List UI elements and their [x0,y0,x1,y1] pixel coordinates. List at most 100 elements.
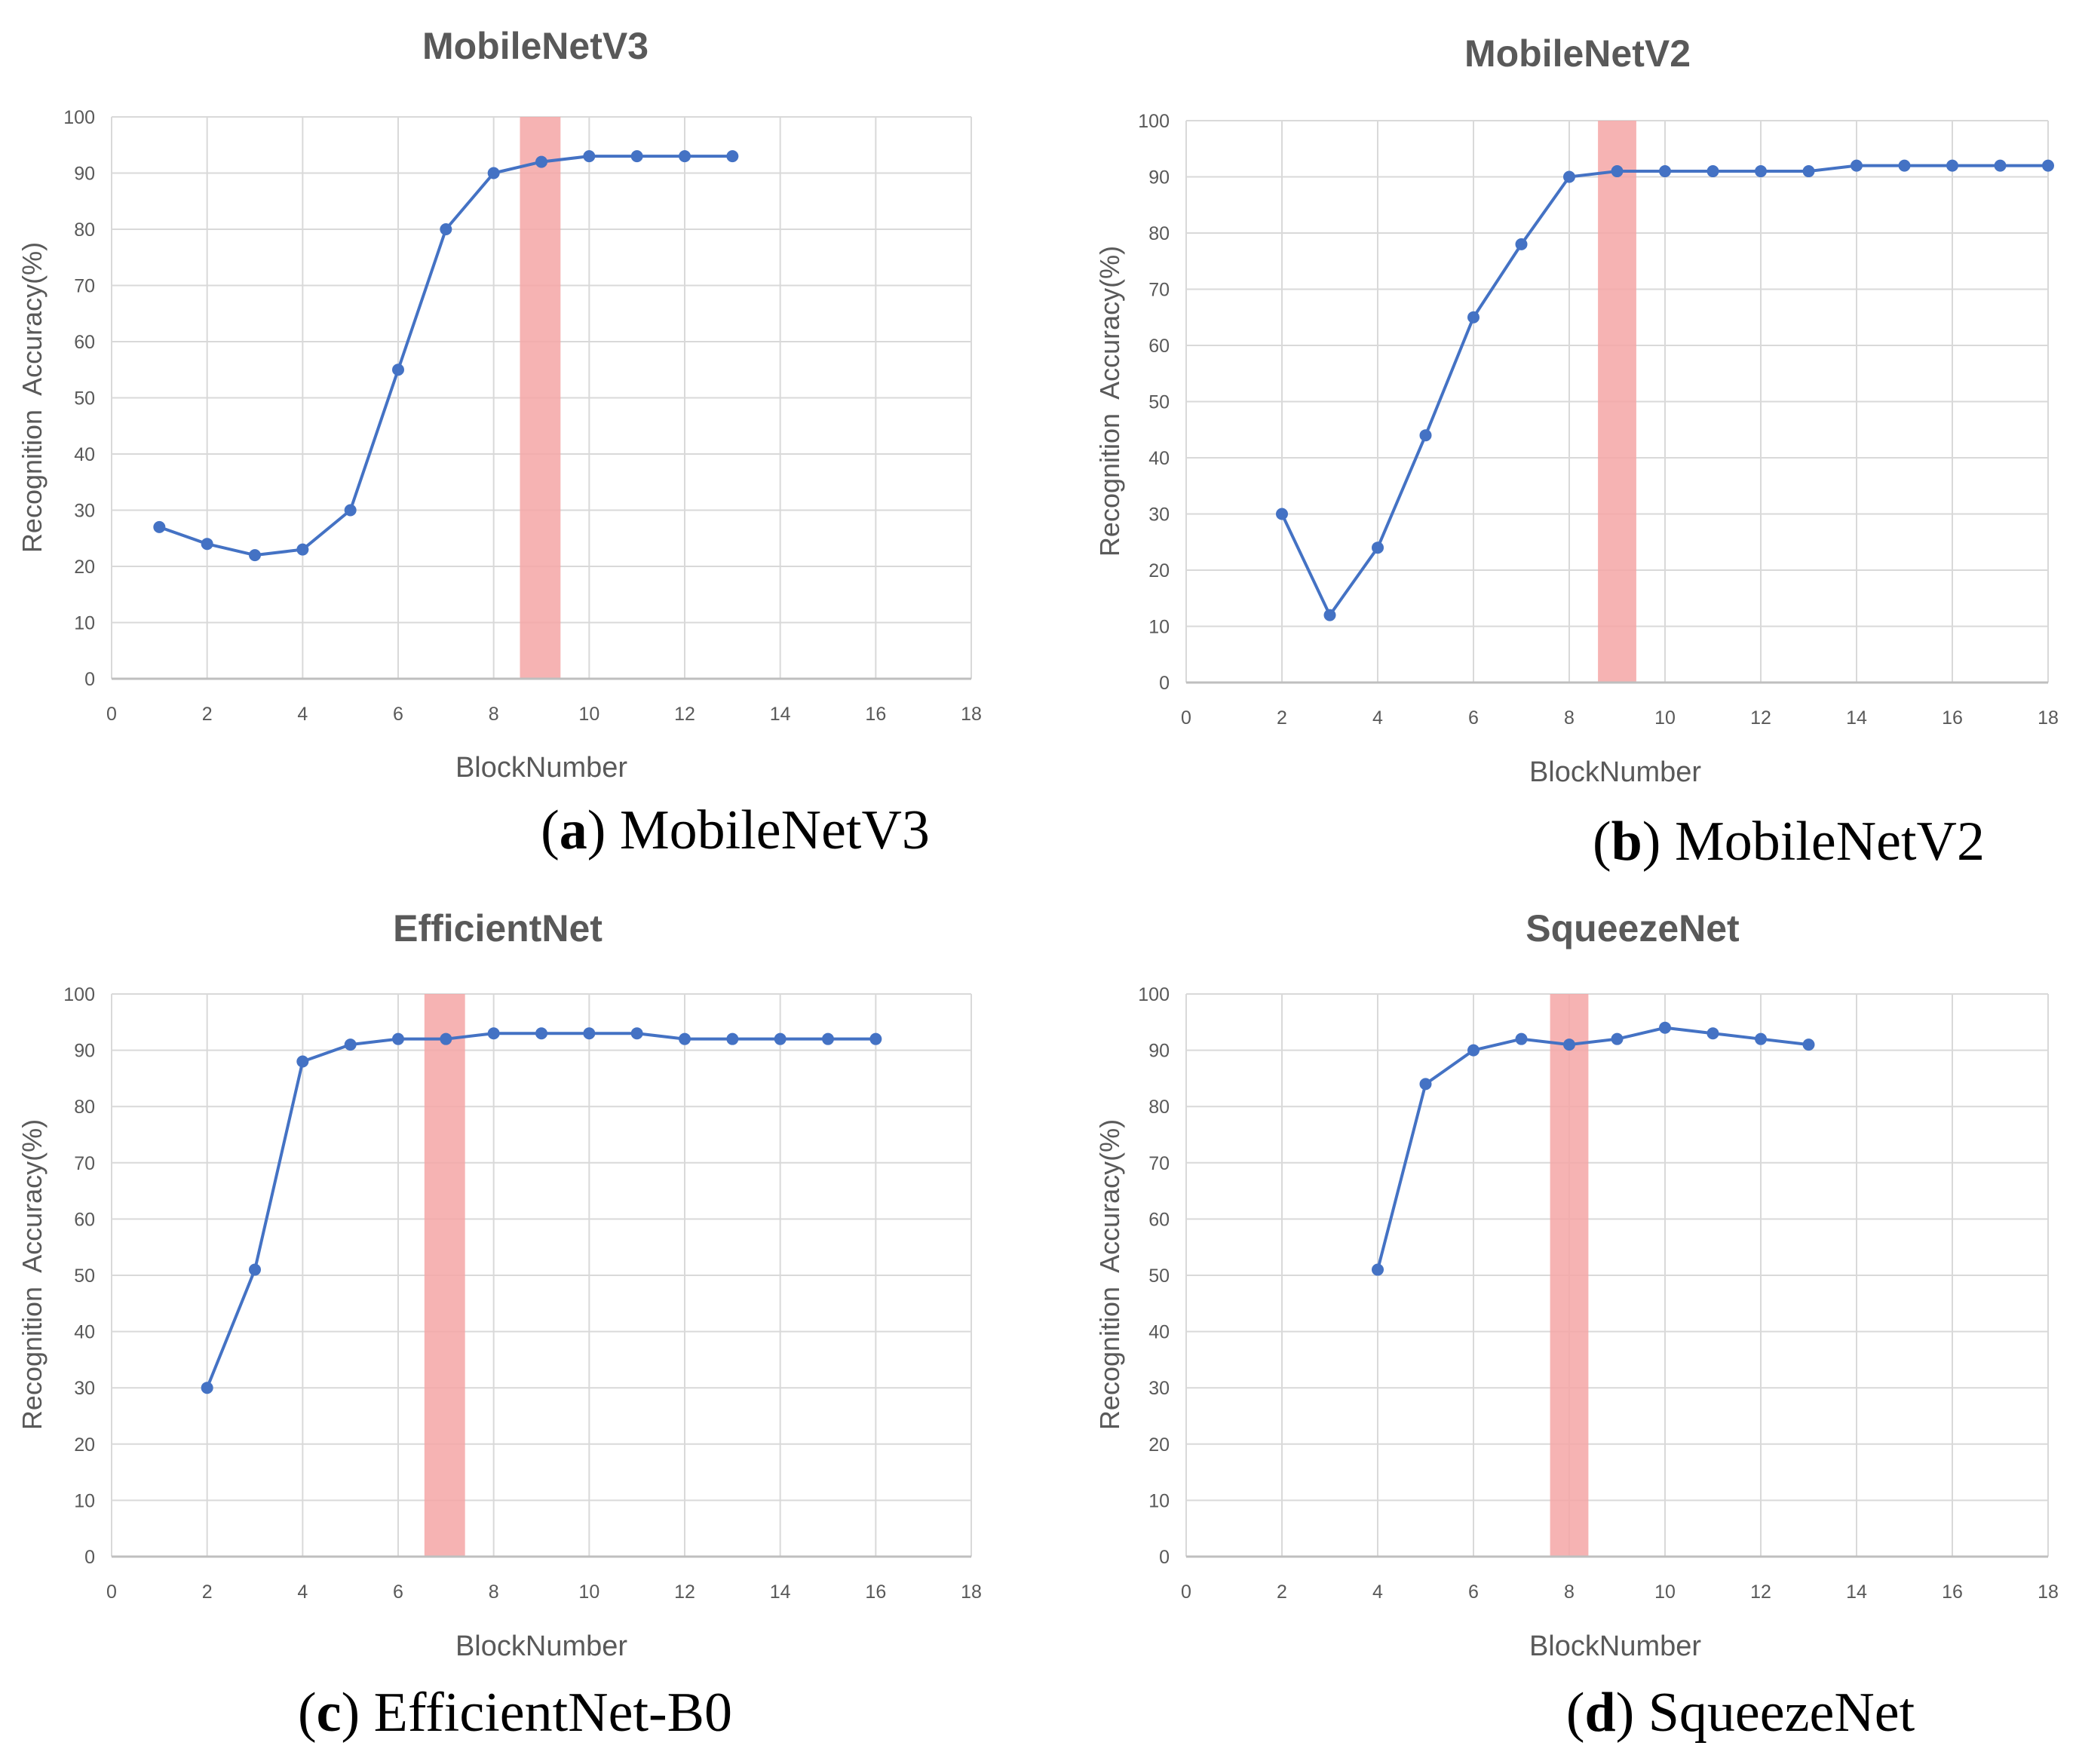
data-point [296,543,309,556]
y-tick-label: 20 [1148,1434,1170,1456]
y-tick-label: 90 [1148,167,1170,189]
data-point [440,223,452,235]
y-tick-label: 30 [74,1378,95,1399]
y-axis-label: Recognition Accuracy(%) [1094,1119,1125,1430]
data-point [535,155,547,168]
x-axis-label: BlockNumber [1529,1631,1701,1662]
x-tick-label: 10 [1654,1581,1676,1603]
y-tick-label: 100 [1138,111,1170,132]
data-point [1706,165,1719,178]
data-point [726,150,739,163]
data-point [1372,1263,1384,1276]
data-point [1419,429,1432,442]
data-point [1755,1032,1767,1045]
y-tick-label: 0 [84,669,95,690]
y-tick-label: 10 [74,613,95,634]
y-tick-label: 50 [74,388,95,410]
x-tick-label: 4 [297,704,308,725]
y-tick-label: 90 [74,164,95,185]
y-tick-label: 100 [63,107,95,128]
data-point [1276,508,1288,520]
data-point [1515,1032,1528,1045]
y-tick-label: 10 [1148,617,1170,638]
x-tick-label: 16 [1942,1581,1963,1603]
x-tick-label: 16 [865,1581,886,1603]
caption-open-paren: ( [298,1682,317,1744]
x-tick-label: 2 [1277,707,1287,729]
data-point [630,150,643,163]
y-tick-label: 90 [74,1041,95,1062]
x-tick-label: 0 [1181,1581,1191,1603]
caption-open-paren: ( [1593,811,1611,873]
x-tick-label: 8 [1564,707,1575,729]
y-tick-label: 50 [1148,392,1170,413]
data-point [201,1382,213,1394]
caption-close-paren: ) [1616,1682,1648,1744]
x-tick-label: 8 [1564,1581,1575,1603]
data-point [583,1027,596,1040]
data-point [1611,165,1624,178]
y-tick-label: 60 [1148,1209,1170,1230]
data-point [487,167,500,179]
x-tick-label: 14 [770,704,791,725]
y-tick-label: 70 [1148,280,1170,301]
x-tick-label: 4 [1372,707,1383,729]
x-tick-label: 6 [393,704,403,725]
x-tick-label: 18 [2038,1581,2059,1603]
data-point [1563,170,1575,183]
data-point [249,549,261,562]
caption-letter: a [560,799,587,861]
x-tick-label: 6 [393,1581,403,1603]
y-tick-label: 0 [1159,673,1170,694]
x-tick-label: 6 [1468,1581,1479,1603]
y-axis-label: Recognition Accuracy(%) [17,242,48,553]
caption: (b) MobileNetV2 [1593,811,1985,873]
chart-title: MobileNetV2 [1464,32,1691,75]
x-tick-label: 10 [578,704,599,725]
data-point [869,1032,882,1045]
caption-close-paren: ) [587,799,620,861]
x-tick-label: 4 [1372,1581,1383,1603]
chart-d: 0 10 20 30 40 50 60 70 80 90 100 0 2 4 6 8 10 12 14 16 18 Squ… [1094,907,2059,1744]
x-tick-label: 12 [1750,707,1771,729]
data-point [1659,165,1671,178]
data-point [201,538,213,551]
x-tick-label: 2 [202,704,213,725]
y-tick-label: 10 [1148,1490,1170,1511]
highlight-band [1550,994,1589,1557]
y-tick-label: 80 [1148,223,1170,244]
y-tick-label: 60 [1148,336,1170,357]
x-tick-label: 6 [1468,707,1479,729]
data-point [583,150,596,163]
x-tick-label: 2 [1277,1581,1287,1603]
x-tick-label: 0 [106,704,117,725]
caption-text: MobileNetV3 [620,799,930,861]
y-tick-label: 80 [74,219,95,241]
data-point [679,150,691,163]
y-axis-label: Recognition Accuracy(%) [1094,246,1125,557]
y-tick-label: 10 [74,1490,95,1511]
data-point [726,1032,739,1045]
caption-close-paren: ) [341,1682,373,1744]
y-tick-label: 80 [74,1097,95,1118]
data-point [2042,159,2054,172]
x-axis-label: BlockNumber [1529,756,1701,788]
chart-title: MobileNetV3 [422,25,649,67]
x-tick-label: 14 [1846,707,1867,729]
x-tick-label: 14 [1846,1581,1867,1603]
caption-letter: d [1584,1682,1615,1744]
data-point [822,1032,834,1045]
x-tick-label: 12 [674,704,695,725]
chart-a: 0 10 20 30 40 50 60 70 80 90 100 0 2 4 6 8 10 12 14 16 18 Mob… [17,25,982,861]
caption-letter: c [317,1682,342,1744]
x-tick-label: 18 [961,704,982,725]
y-tick-label: 60 [74,332,95,353]
data-point [392,1032,404,1045]
x-tick-label: 8 [489,1581,499,1603]
x-tick-label: 16 [865,704,886,725]
data-point [1467,1044,1480,1057]
y-tick-label: 30 [74,501,95,522]
chart-c: 0 10 20 30 40 50 60 70 80 90 100 0 2 4 6 8 10 12 14 16 18 Eff… [17,907,982,1744]
data-point [774,1032,787,1045]
x-axis-label: BlockNumber [455,1631,627,1662]
